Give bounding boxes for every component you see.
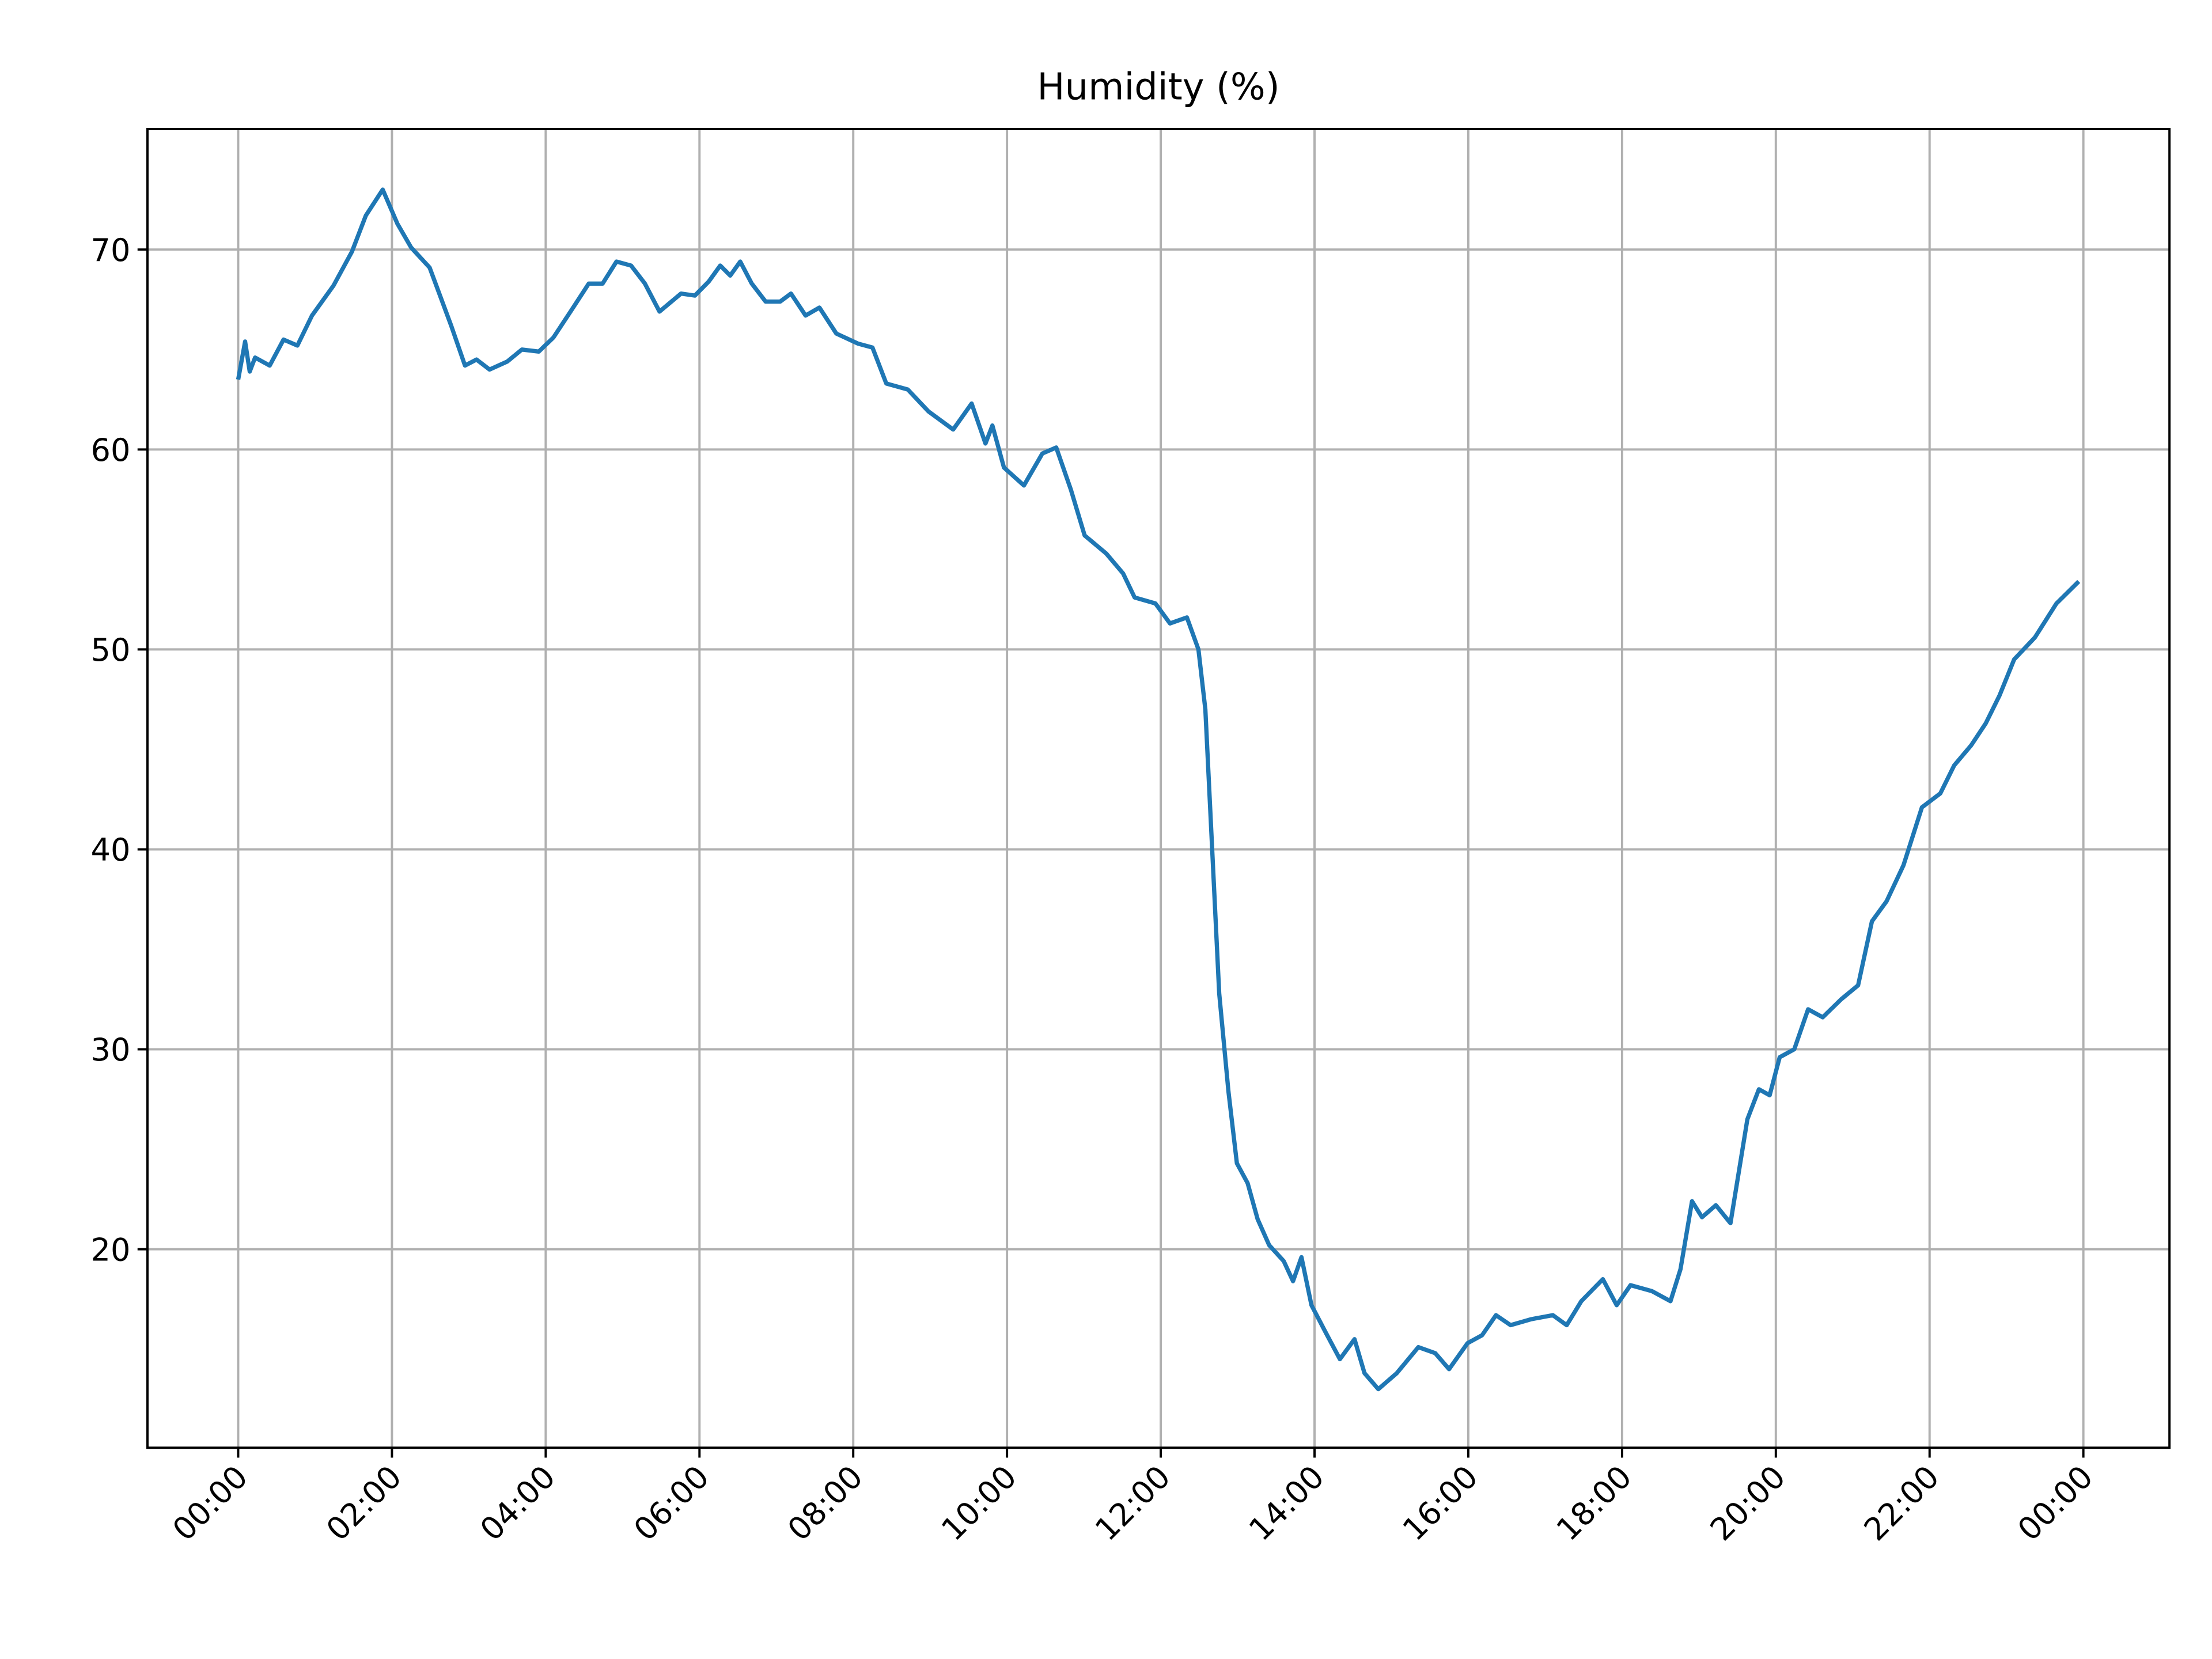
data-line (236, 187, 2081, 1392)
plot-frame (146, 128, 2171, 1449)
y-tick-label: 70 (91, 232, 131, 268)
y-tick-label: 50 (91, 632, 131, 668)
chart-title: Humidity (%) (1037, 66, 1279, 108)
y-tick-label: 60 (91, 432, 131, 468)
y-tick-label: 40 (91, 832, 131, 868)
y-tick-label: 30 (91, 1032, 131, 1068)
y-tick-label: 20 (91, 1232, 131, 1268)
